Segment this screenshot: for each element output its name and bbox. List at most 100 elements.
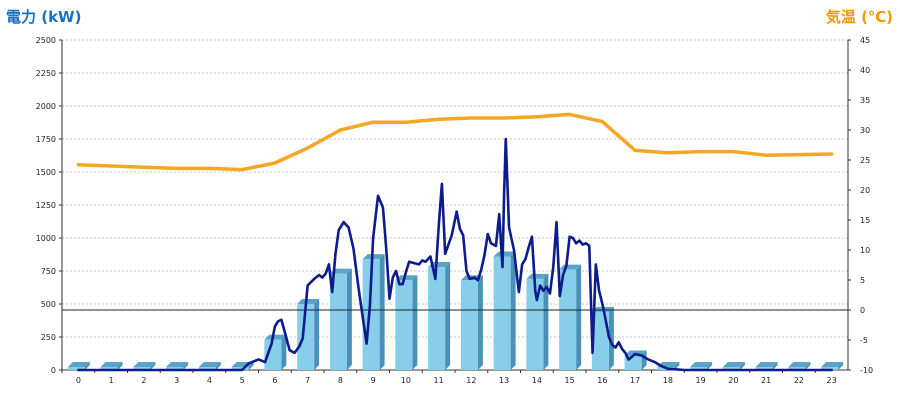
left-tick-label: 750 bbox=[41, 267, 56, 276]
power-bar-top bbox=[297, 299, 320, 304]
left-tick-label: 2000 bbox=[36, 102, 56, 111]
power-bar-side bbox=[608, 306, 614, 370]
power-bar-side bbox=[739, 362, 745, 370]
x-tick-label: 18 bbox=[663, 376, 673, 385]
x-tick-label: 0 bbox=[76, 376, 81, 385]
x-tick-label: 11 bbox=[434, 376, 444, 385]
power-bar-side bbox=[772, 362, 778, 370]
power-bar bbox=[755, 362, 778, 370]
x-tick-label: 15 bbox=[565, 376, 575, 385]
x-tick-label: 7 bbox=[305, 376, 310, 385]
power-bar-side bbox=[117, 362, 123, 370]
power-bar bbox=[67, 362, 90, 370]
power-bar bbox=[722, 362, 745, 370]
power-bar-front bbox=[166, 367, 184, 370]
power-bar-side bbox=[707, 362, 713, 370]
power-bar-top bbox=[67, 362, 90, 367]
power-bar-top bbox=[198, 362, 221, 367]
left-tick-label: 0 bbox=[51, 366, 56, 375]
x-tick-label: 2 bbox=[141, 376, 146, 385]
power-bar-top bbox=[788, 362, 811, 367]
right-tick-label: 25 bbox=[860, 156, 870, 165]
power-bar bbox=[526, 273, 549, 370]
right-tick-label: 35 bbox=[860, 96, 870, 105]
x-tick-label: 16 bbox=[597, 376, 607, 385]
power-bar-front bbox=[198, 367, 216, 370]
power-bar-side bbox=[379, 254, 385, 370]
power-bar-top bbox=[722, 362, 745, 367]
x-tick-label: 14 bbox=[532, 376, 542, 385]
left-tick-label: 1500 bbox=[36, 168, 56, 177]
x-tick-label: 21 bbox=[761, 376, 771, 385]
power-bar bbox=[428, 262, 451, 370]
temperature-line bbox=[76, 112, 834, 172]
x-tick-label: 3 bbox=[174, 376, 179, 385]
power-bar-front bbox=[231, 367, 249, 370]
power-bar-top bbox=[264, 334, 287, 340]
power-bar-front bbox=[100, 367, 118, 370]
power-bar-top bbox=[166, 362, 189, 367]
power-bar-side bbox=[576, 264, 582, 370]
power-bar bbox=[362, 254, 385, 370]
power-bar-front bbox=[395, 280, 413, 370]
power-bar-front bbox=[591, 311, 609, 370]
left-tick-label: 1750 bbox=[36, 135, 56, 144]
right-tick-label: 30 bbox=[860, 126, 870, 135]
power-bar-side bbox=[510, 251, 516, 370]
x-tick-label: 1 bbox=[109, 376, 114, 385]
left-tick-label: 500 bbox=[41, 300, 56, 309]
gridlines bbox=[62, 39, 848, 338]
left-tick-label: 1000 bbox=[36, 234, 56, 243]
power-bar-front bbox=[690, 367, 708, 370]
right-tick-label: 5 bbox=[860, 276, 865, 285]
power-bar-top bbox=[526, 273, 549, 279]
axes bbox=[59, 39, 851, 373]
power-bar bbox=[100, 362, 123, 370]
x-tick-label: 8 bbox=[338, 376, 343, 385]
power-bar-top bbox=[821, 362, 844, 367]
power-bar bbox=[329, 268, 352, 370]
right-tick-label: 15 bbox=[860, 216, 870, 225]
power-bar-front bbox=[264, 339, 282, 370]
right-tick-label: -5 bbox=[860, 336, 868, 345]
power-bar-front bbox=[297, 304, 315, 370]
power-bar-top bbox=[100, 362, 123, 367]
power-bar-top bbox=[493, 251, 516, 257]
power-bar-front bbox=[67, 367, 85, 370]
power-bar-front bbox=[755, 367, 773, 370]
left-axis-title: 電力 (kW) bbox=[6, 8, 81, 26]
power-bar-side bbox=[150, 362, 156, 370]
x-tick-label: 19 bbox=[696, 376, 706, 385]
power-bar-front bbox=[526, 278, 544, 370]
x-tick-label: 4 bbox=[207, 376, 212, 385]
right-tick-label: 0 bbox=[860, 306, 865, 315]
power-bar-side bbox=[412, 275, 418, 370]
left-tick-label: 250 bbox=[41, 333, 56, 342]
left-tick-label: 1250 bbox=[36, 201, 56, 210]
right-tick-label: 45 bbox=[860, 36, 870, 45]
power-bar-top bbox=[133, 362, 156, 367]
power-bar bbox=[559, 264, 582, 370]
power-bar-front bbox=[722, 367, 740, 370]
power-bar-front bbox=[133, 367, 151, 370]
power-bar-side bbox=[215, 362, 221, 370]
power-bar-side bbox=[281, 334, 287, 370]
power-bar-front bbox=[493, 256, 511, 370]
power-bar bbox=[460, 275, 483, 370]
power-line bbox=[77, 137, 833, 372]
x-tick-label: 17 bbox=[630, 376, 640, 385]
power-bar-top bbox=[395, 275, 418, 281]
left-tick-label: 2250 bbox=[36, 69, 56, 78]
power-bar-front bbox=[559, 269, 577, 370]
right-axis-title: 気温 (℃) bbox=[826, 8, 893, 26]
right-tick-label: 10 bbox=[860, 246, 870, 255]
x-tick-label: 5 bbox=[240, 376, 245, 385]
power-bar-side bbox=[183, 362, 189, 370]
power-bar-top bbox=[755, 362, 778, 367]
x-tick-label: 10 bbox=[401, 376, 411, 385]
data-lines bbox=[62, 112, 848, 372]
x-tick-label: 23 bbox=[827, 376, 837, 385]
x-tick-label: 22 bbox=[794, 376, 804, 385]
power-bar-side bbox=[248, 362, 254, 370]
